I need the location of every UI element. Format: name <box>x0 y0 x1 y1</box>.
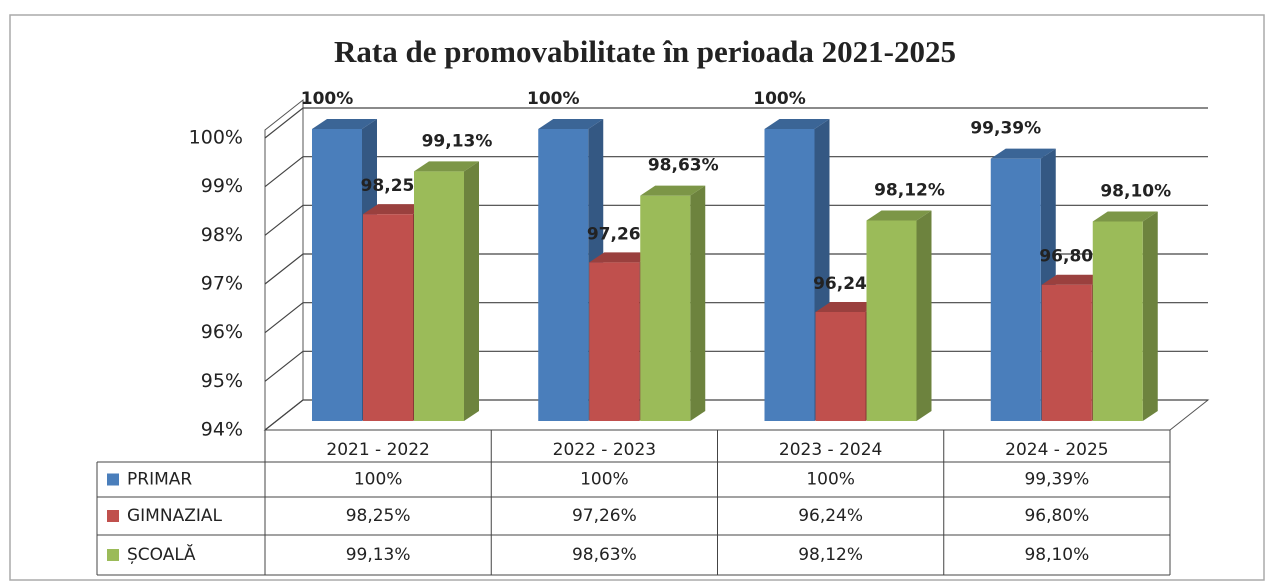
bar-top <box>589 252 655 263</box>
grid-line <box>264 204 1208 236</box>
legend-label: ȘCOALĂ <box>127 543 196 565</box>
data-label: 100% <box>301 89 354 109</box>
bar-top <box>866 210 932 221</box>
table-cell: 98,63% <box>572 545 637 565</box>
y-tick-label: 97% <box>201 273 243 295</box>
bar-top <box>1092 211 1158 222</box>
bar <box>640 185 706 421</box>
data-label: 96,80% <box>1039 247 1110 267</box>
bar-front <box>815 311 866 421</box>
data-label: 100% <box>753 89 806 109</box>
bar-top <box>363 204 428 215</box>
data-label: 97,26% <box>587 224 658 244</box>
bar-side <box>1142 211 1158 421</box>
bar-front <box>764 129 815 421</box>
bar-side <box>916 210 932 421</box>
y-tick-label: 99% <box>201 175 243 197</box>
bar-top <box>1041 274 1107 285</box>
grid-line <box>264 156 1208 188</box>
bar-front <box>312 129 362 421</box>
bar-front <box>1092 221 1143 421</box>
bar-top <box>640 185 706 196</box>
bar-top <box>312 119 377 129</box>
data-label: 98,63% <box>648 156 719 176</box>
bar <box>1092 211 1158 421</box>
data-label: 98,12% <box>874 180 945 200</box>
x-tick-label: 2021 - 2022 <box>326 440 429 460</box>
legend-key <box>107 510 119 522</box>
bar-front <box>538 129 589 421</box>
table-cell: 99,39% <box>1024 470 1089 490</box>
data-label: 100% <box>527 89 580 109</box>
bar-side <box>464 161 479 421</box>
bar-front <box>866 220 917 421</box>
table-cell: 96,80% <box>1024 506 1089 526</box>
table-cell: 98,25% <box>346 506 411 526</box>
x-tick-label: 2024 - 2025 <box>1005 440 1108 460</box>
bar-front <box>1041 284 1092 421</box>
table-cell: 99,13% <box>346 545 411 565</box>
bar-side <box>690 185 706 421</box>
bar-top <box>815 301 881 312</box>
bar <box>866 210 932 421</box>
bar <box>414 161 479 421</box>
y-tick-label: 95% <box>201 370 243 392</box>
legend-label: PRIMAR <box>127 470 192 490</box>
data-label: 98,10% <box>1100 181 1171 201</box>
data-label: 96,24% <box>813 274 884 294</box>
grid-line <box>264 107 1208 139</box>
legend-key <box>107 473 119 486</box>
table-cell: 100% <box>806 470 855 490</box>
bar-top <box>538 119 604 129</box>
y-tick-label: 94% <box>201 419 243 441</box>
x-tick-label: 2023 - 2024 <box>779 440 882 460</box>
legend-key <box>107 549 119 561</box>
table-cell: 96,24% <box>798 506 863 526</box>
data-label: 98,25% <box>361 176 432 196</box>
bar-front <box>990 158 1041 422</box>
bar-top <box>414 161 479 172</box>
legend-label: GIMNAZIAL <box>127 506 222 526</box>
y-tick-label: 100% <box>189 127 243 149</box>
bar-front <box>589 262 640 421</box>
table-cell: 98,10% <box>1024 545 1089 565</box>
table-cell: 97,26% <box>572 506 637 526</box>
table-cell: 100% <box>354 470 403 490</box>
y-tick-label: 96% <box>201 321 243 343</box>
data-label: 99,39% <box>970 119 1041 139</box>
bar-front <box>414 171 464 421</box>
bar-front <box>363 214 413 421</box>
data-label: 99,13% <box>422 131 493 151</box>
bar-top <box>764 119 830 129</box>
bar <box>764 119 830 421</box>
table-cell: 98,12% <box>798 545 863 565</box>
x-tick-label: 2022 - 2023 <box>553 440 656 460</box>
bar-front <box>640 195 691 421</box>
y-tick-label: 98% <box>201 224 243 246</box>
bar-top <box>990 148 1056 159</box>
chart-title: Rata de promovabilitate în perioada 2021… <box>334 34 956 69</box>
table-cell: 100% <box>580 470 629 490</box>
